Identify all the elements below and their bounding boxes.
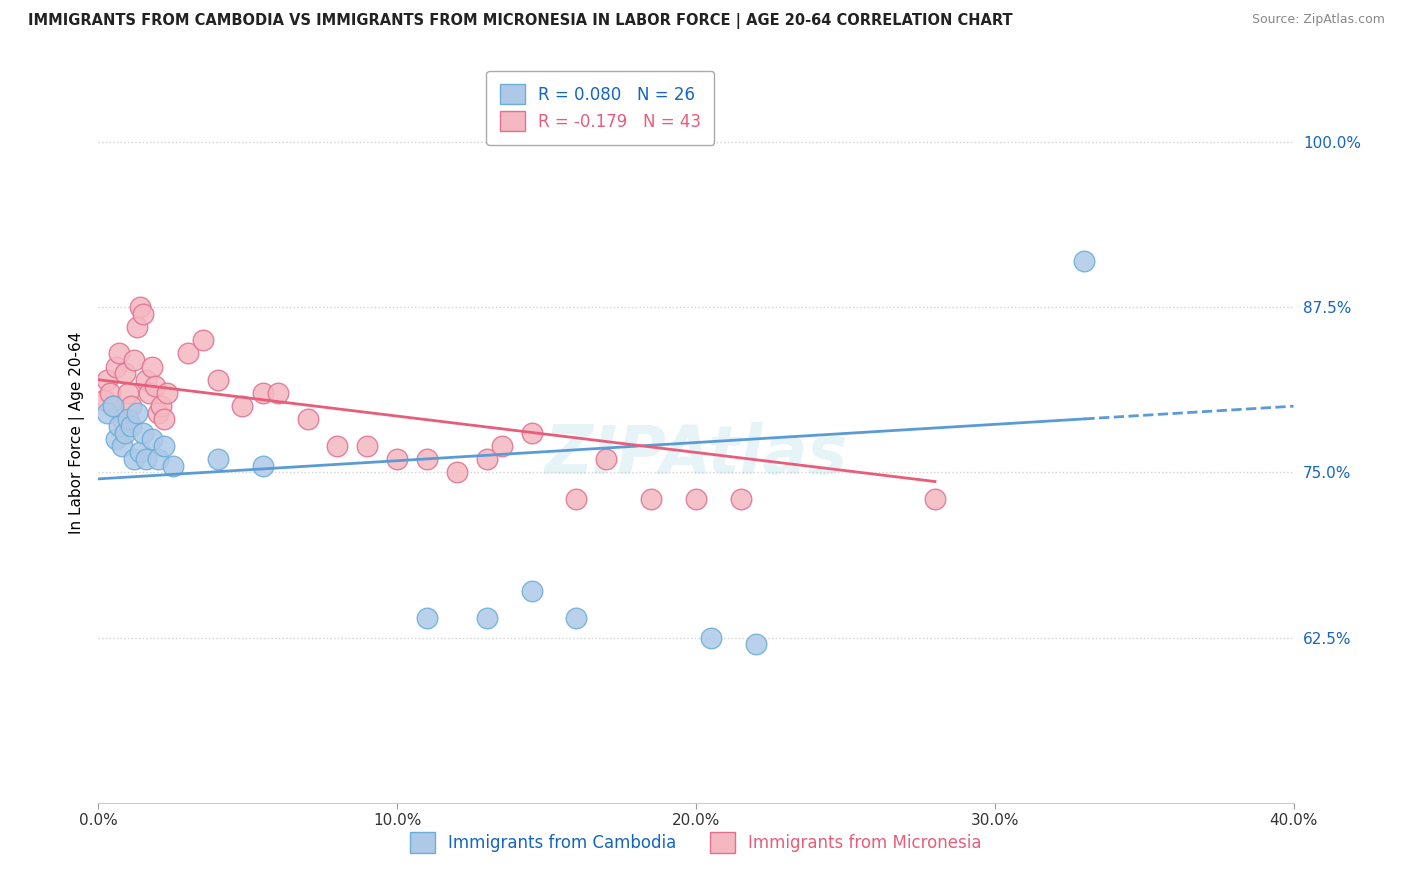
Point: [745, 637, 768, 651]
Point: [135, 452, 157, 467]
Point: [700, 631, 723, 645]
Point: [120, 419, 142, 434]
Point: [117, 386, 139, 401]
Point: [156, 386, 179, 401]
Point: [120, 399, 142, 413]
Point: [135, 373, 157, 387]
Point: [191, 333, 214, 347]
Point: [267, 386, 290, 401]
Point: [129, 445, 152, 459]
Point: [207, 452, 229, 467]
Point: [565, 611, 588, 625]
Point: [520, 584, 543, 599]
Point: [640, 491, 662, 506]
Point: [127, 319, 149, 334]
Point: [385, 452, 409, 467]
Point: [326, 439, 349, 453]
Point: [124, 452, 146, 467]
Point: [98, 386, 122, 401]
Text: IMMIGRANTS FROM CAMBODIA VS IMMIGRANTS FROM MICRONESIA IN LABOR FORCE | AGE 20-6: IMMIGRANTS FROM CAMBODIA VS IMMIGRANTS F…: [28, 13, 1012, 29]
Point: [108, 419, 131, 434]
Point: [129, 300, 152, 314]
Point: [132, 307, 155, 321]
Point: [416, 611, 439, 625]
Point: [1073, 253, 1095, 268]
Point: [491, 439, 513, 453]
Point: [475, 452, 498, 467]
Point: [252, 458, 274, 473]
Point: [565, 491, 588, 506]
Point: [730, 491, 752, 506]
Point: [111, 412, 134, 426]
Point: [108, 346, 131, 360]
Text: Source: ZipAtlas.com: Source: ZipAtlas.com: [1251, 13, 1385, 27]
Point: [231, 399, 253, 413]
Point: [153, 439, 176, 453]
Point: [520, 425, 543, 440]
Point: [93, 392, 115, 407]
Point: [297, 412, 319, 426]
Point: [124, 352, 146, 367]
Text: ZIPAtlas: ZIPAtlas: [544, 422, 848, 488]
Point: [924, 491, 946, 506]
Point: [103, 399, 125, 413]
Point: [117, 412, 139, 426]
Point: [143, 379, 166, 393]
Point: [132, 425, 155, 440]
Point: [127, 406, 149, 420]
Point: [595, 452, 617, 467]
Point: [475, 611, 498, 625]
Point: [207, 373, 229, 387]
Legend: Immigrants from Cambodia, Immigrants from Micronesia: Immigrants from Cambodia, Immigrants fro…: [402, 824, 990, 861]
Point: [114, 425, 136, 440]
Point: [153, 412, 176, 426]
Point: [138, 386, 160, 401]
Point: [162, 458, 184, 473]
Point: [96, 406, 118, 420]
Point: [141, 432, 163, 446]
Point: [114, 366, 136, 380]
Point: [148, 452, 170, 467]
Point: [150, 399, 173, 413]
Point: [103, 399, 125, 413]
Point: [96, 373, 118, 387]
Y-axis label: In Labor Force | Age 20-64: In Labor Force | Age 20-64: [69, 332, 84, 533]
Point: [148, 406, 170, 420]
Point: [416, 452, 439, 467]
Point: [177, 346, 200, 360]
Point: [111, 439, 134, 453]
Point: [252, 386, 274, 401]
Point: [356, 439, 378, 453]
Point: [685, 491, 707, 506]
Point: [446, 465, 468, 479]
Point: [105, 432, 128, 446]
Point: [141, 359, 163, 374]
Point: [105, 359, 128, 374]
